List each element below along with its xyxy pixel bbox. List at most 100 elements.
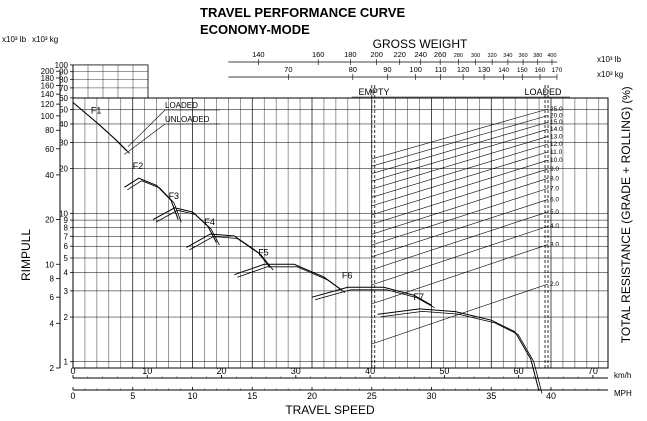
gross-kg-tick-label: 130 [478, 65, 491, 74]
legend-loaded: LOADED [165, 101, 198, 110]
kg-tick-label: 5 [64, 254, 69, 263]
resistance-line [371, 283, 549, 345]
chart-subtitle: ECONOMY-MODE [200, 22, 310, 37]
gross-lb-tick-label: 160 [312, 50, 325, 59]
lb-tick-label: 40 [45, 171, 54, 180]
lb-tick-label: 200 [41, 67, 55, 76]
y-axis-label: RIMPULL [19, 229, 33, 281]
gross-kg-tick-label: 70 [284, 65, 292, 74]
mph-tick-label: 20 [307, 391, 317, 401]
kmh-tick-label: 10 [142, 366, 152, 376]
gear-label-f4: F4 [204, 217, 215, 227]
empty-label: EMPTY [358, 87, 389, 97]
gross-kg-tick-label: 140 [498, 67, 509, 74]
lb-tick-label: 4 [50, 319, 55, 328]
kg-tick-label: 3 [64, 287, 69, 296]
gear-label-f5: F5 [258, 247, 269, 257]
resistance-line [371, 168, 549, 225]
gross-lb-tick-label: 360 [518, 53, 527, 59]
lb-tick-label: 160 [41, 82, 55, 91]
gear-label-f6: F6 [342, 270, 353, 280]
kmh-tick-label: 40 [365, 366, 375, 376]
mph-tick-label: 5 [130, 391, 135, 401]
resistance-label: 14.0 [550, 126, 563, 133]
curve-f4-loaded [189, 236, 274, 271]
gross-kg-tick-label: 160 [535, 67, 546, 74]
lb-tick-label: 10 [45, 260, 54, 269]
lb-tick-label: 100 [41, 112, 55, 121]
resistance-line [371, 151, 549, 207]
curve-f2 [124, 177, 179, 220]
gross-lb-tick-label: 280 [454, 53, 463, 59]
mph-tick-label: 35 [486, 391, 496, 401]
resistance-label: 20.0 [550, 113, 563, 120]
kmh-tick-label: 30 [291, 366, 301, 376]
resistance-label: 6.0 [550, 196, 559, 203]
curve-f7-loaded [380, 310, 543, 394]
lb-tick-label: 6 [50, 293, 55, 302]
gross-kg-tick-label: 170 [552, 67, 563, 74]
kg-tick-label: 2 [64, 313, 69, 322]
resistance-label: 11.0 [550, 149, 563, 156]
kg-tick-label: 4 [64, 268, 69, 277]
resistance-label: 12.0 [550, 141, 563, 148]
resistance-label: 2.0 [550, 281, 559, 288]
gross-lb-tick-label: 300 [471, 53, 480, 59]
lb-tick-label: 60 [45, 145, 54, 154]
gross-lb-tick-label: 260 [434, 50, 447, 59]
kg-tick-label: 9 [64, 216, 69, 225]
resistance-line [371, 177, 549, 235]
resistance-line [371, 143, 549, 198]
lb-tick-label: 80 [45, 126, 54, 135]
kg-tick-label: 90 [59, 68, 68, 77]
kmh-tick-label: 60 [514, 366, 524, 376]
kg-tick-label: 10 [59, 209, 68, 218]
gross-lb-tick-label: 320 [488, 53, 497, 59]
resistance-label: 3.0 [550, 242, 559, 249]
upper-scale-box [72, 64, 149, 99]
resistance-label: 25.0 [550, 106, 563, 113]
gross-lb-tick-label: 380 [533, 53, 542, 59]
gross-kg-tick-label: 120 [457, 65, 470, 74]
x-axis-label: TRAVEL SPEED [285, 403, 375, 417]
mph-tick-label: 25 [367, 391, 377, 401]
kg-tick-label: 6 [64, 242, 69, 251]
x-unit-kmh: km/h [614, 371, 631, 380]
resistance-label: 15.0 [550, 119, 563, 126]
mph-tick-label: 30 [426, 391, 436, 401]
gear-label-f7: F7 [414, 292, 425, 302]
kmh-tick-label: 50 [439, 366, 449, 376]
curve-f6 [311, 286, 432, 306]
resistance-line [371, 244, 549, 305]
resistance-line [371, 188, 549, 246]
resistance-label: 9.0 [550, 166, 559, 173]
resistance-line [371, 121, 549, 174]
resistance-label: 10.0 [550, 157, 563, 164]
gross-lb-tick-label: 340 [503, 53, 512, 59]
resistance-line [371, 225, 549, 286]
gear-label-f3: F3 [169, 191, 180, 201]
loaded-label: LOADED [524, 87, 562, 97]
kg-tick-label: 7 [64, 232, 69, 241]
chart-title: TRAVEL PERFORMANCE CURVE [200, 5, 405, 20]
lb-tick-label: 120 [41, 100, 55, 109]
gross-lb-tick-label: 240 [414, 50, 427, 59]
gear-label-f2: F2 [133, 161, 144, 171]
curve-f7 [377, 308, 540, 392]
kg-tick-label: 20 [59, 165, 68, 174]
y-unit-lb: x10³ lb [2, 35, 27, 44]
resistance-line [371, 136, 549, 190]
gross-lb-tick-label: 140 [252, 50, 265, 59]
gross-kg-tick-label: 90 [383, 65, 391, 74]
gear-label-f1: F1 [91, 106, 102, 116]
kg-tick-label: 70 [59, 84, 68, 93]
gross-lb-tick-label: 400 [547, 53, 556, 59]
gross-kg-tick-label: 150 [517, 67, 528, 74]
kg-tick-label: 30 [59, 139, 68, 148]
kg-tick-label: 50 [59, 106, 68, 115]
curve-f5-loaded [237, 266, 346, 293]
resistance-label: 8.0 [550, 175, 559, 182]
resistance-line [371, 159, 549, 216]
legend-loaded-leader [127, 109, 166, 147]
